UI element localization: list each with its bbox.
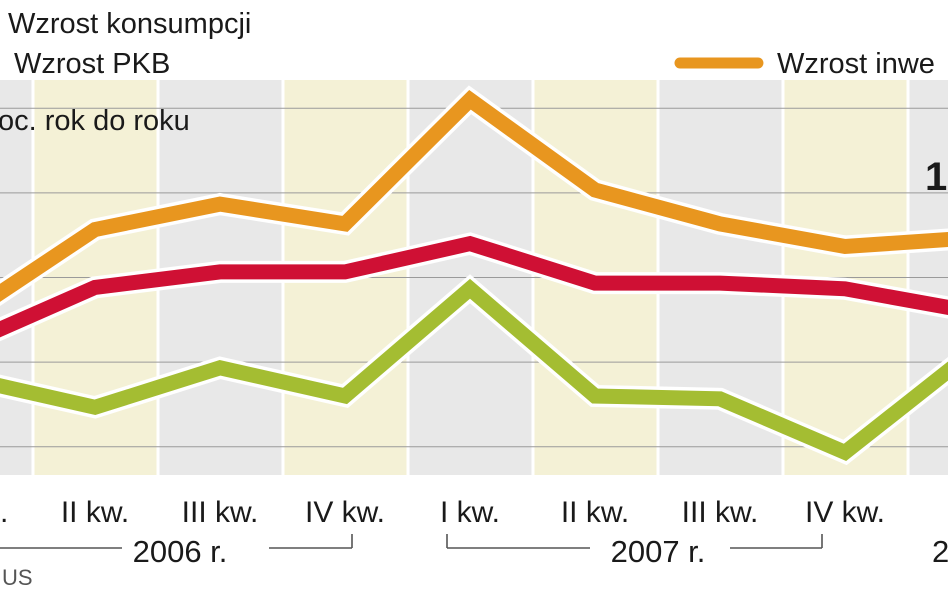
year-label-partial: 2 (932, 534, 948, 569)
unit-label: oc. rok do roku (0, 105, 190, 137)
legend-pkb: Wzrost PKB (14, 48, 170, 80)
x-tick-label: IV kw. (805, 496, 885, 529)
x-tick-label: III kw. (682, 496, 759, 529)
legend-inwestycje: Wzrost inwe (777, 48, 935, 80)
series-line (0, 235, 948, 338)
x-tick-label: II kw. (561, 496, 629, 529)
series-line (0, 89, 948, 302)
year-label-2007: 2007 r. (611, 534, 706, 569)
series-layer (0, 85, 948, 466)
legend-konsumpcja: Wzrost konsumpcji (8, 8, 251, 40)
x-tick-label: III kw. (182, 496, 259, 529)
tick-label-layer: II kw. III kw. IV kw. I kw. II kw. III kw. IV … (0, 496, 885, 529)
x-tick-label: IV kw. (305, 496, 385, 529)
value-label: 1 (925, 155, 947, 199)
x-tick-label-partial: . (0, 496, 8, 529)
x-tick-label: I kw. (440, 496, 500, 529)
year-label-2006: 2006 r. (133, 534, 228, 569)
x-tick-label: II kw. (61, 496, 129, 529)
source-label: US (2, 565, 33, 590)
series-line (0, 278, 948, 462)
